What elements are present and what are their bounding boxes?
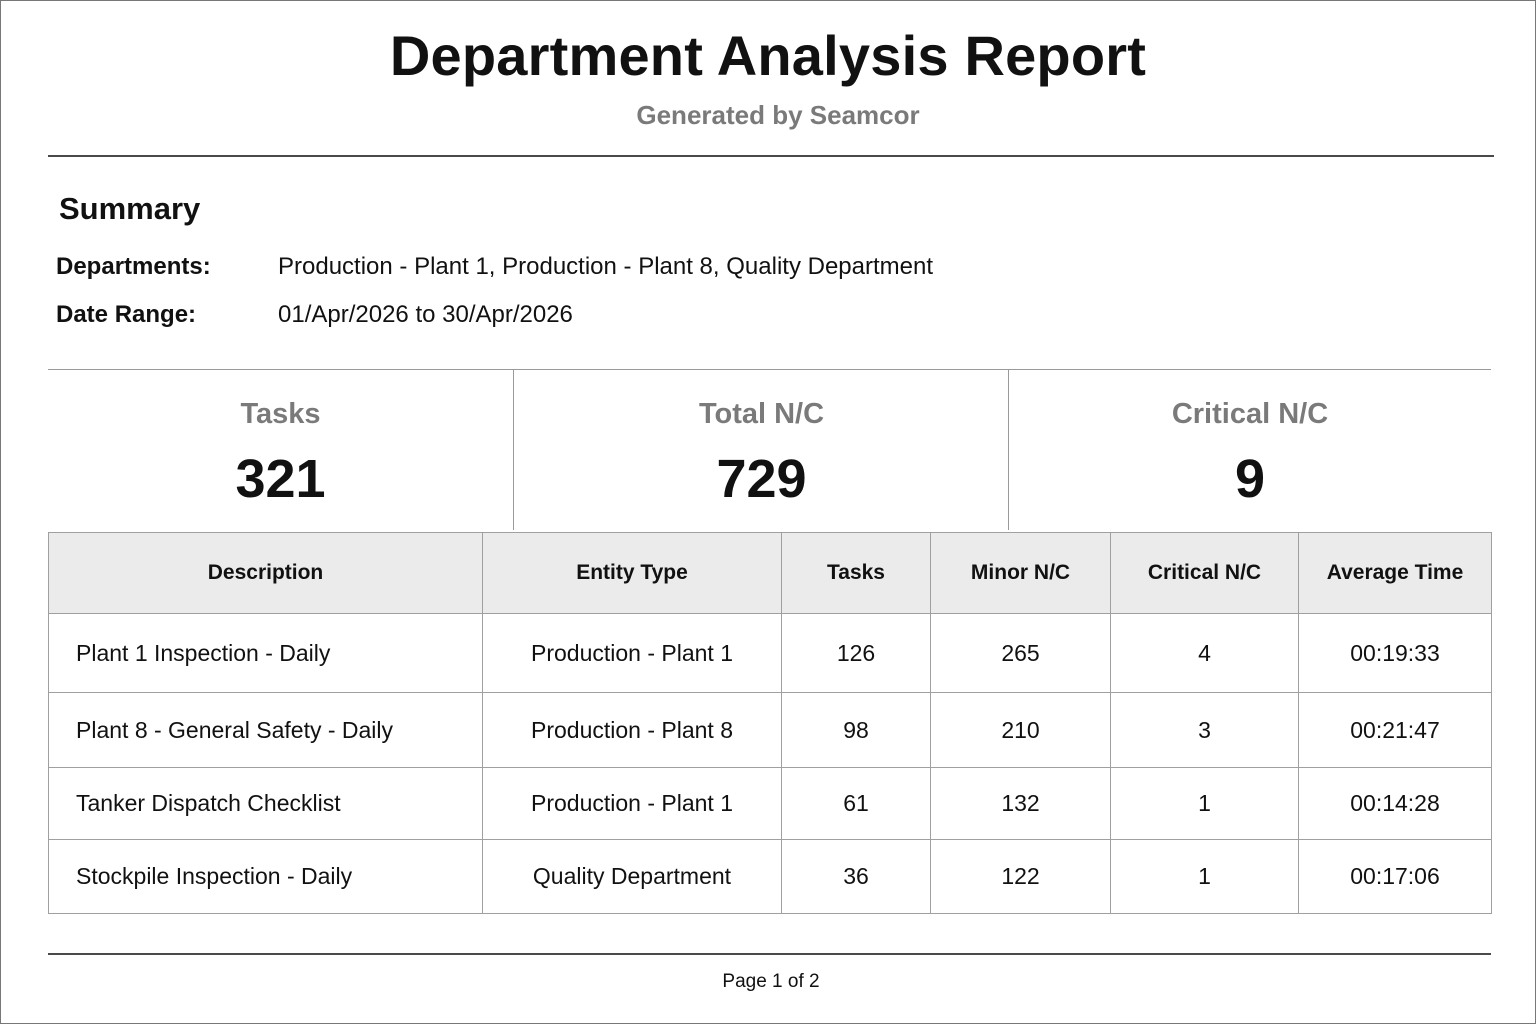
table-header-row: Description Entity Type Tasks Minor N/C … [48, 532, 1492, 614]
cell-description: Tanker Dispatch Checklist [48, 767, 483, 840]
cell-minor-nc: 210 [930, 692, 1111, 768]
cell-description: Plant 1 Inspection - Daily [48, 613, 483, 693]
table-row: Stockpile Inspection - Daily Quality Dep… [48, 839, 1492, 914]
table-row: Tanker Dispatch Checklist Production - P… [48, 767, 1492, 840]
cell-minor-nc: 132 [930, 767, 1111, 840]
departments-value: Production - Plant 1, Production - Plant… [278, 253, 933, 280]
column-header-tasks: Tasks [781, 532, 931, 614]
stat-total-nc: Total N/C 729 [513, 370, 1009, 530]
column-header-entity-type: Entity Type [482, 532, 782, 614]
page-number: Page 1 of 2 [722, 971, 820, 992]
stat-label: Tasks [240, 398, 321, 430]
column-header-description: Description [48, 532, 483, 614]
header-divider [48, 155, 1494, 157]
cell-entity-type: Production - Plant 1 [482, 613, 782, 693]
stat-value: 321 [235, 449, 326, 509]
cell-minor-nc: 265 [930, 613, 1111, 693]
cell-average-time: 00:14:28 [1298, 767, 1492, 840]
cell-critical-nc: 1 [1110, 767, 1299, 840]
column-header-average-time: Average Time [1298, 532, 1492, 614]
table-row: Plant 8 - General Safety - Daily Product… [48, 692, 1492, 768]
date-range-value: 01/Apr/2026 to 30/Apr/2026 [278, 301, 573, 328]
cell-average-time: 00:17:06 [1298, 839, 1492, 914]
cell-critical-nc: 3 [1110, 692, 1299, 768]
summary-heading: Summary [59, 191, 201, 226]
stat-value: 729 [716, 449, 807, 509]
departments-label: Departments: [56, 253, 211, 280]
cell-tasks: 98 [781, 692, 931, 768]
footer-divider [48, 953, 1491, 955]
cell-tasks: 61 [781, 767, 931, 840]
cell-description: Plant 8 - General Safety - Daily [48, 692, 483, 768]
stat-label: Critical N/C [1171, 398, 1329, 430]
cell-minor-nc: 122 [930, 839, 1111, 914]
column-header-minor-nc: Minor N/C [930, 532, 1111, 614]
stat-value: 9 [1234, 449, 1266, 509]
report-subtitle: Generated by Seamcor [636, 100, 920, 130]
date-range-label: Date Range: [56, 301, 197, 328]
cell-critical-nc: 1 [1110, 839, 1299, 914]
cell-entity-type: Production - Plant 1 [482, 767, 782, 840]
cell-critical-nc: 4 [1110, 613, 1299, 693]
cell-tasks: 36 [781, 839, 931, 914]
report-title: Department Analysis Report [389, 24, 1147, 87]
cell-average-time: 00:19:33 [1298, 613, 1492, 693]
analysis-table: Description Entity Type Tasks Minor N/C … [48, 532, 1492, 914]
cell-tasks: 126 [781, 613, 931, 693]
cell-average-time: 00:21:47 [1298, 692, 1492, 768]
cell-entity-type: Quality Department [482, 839, 782, 914]
stat-label: Total N/C [698, 398, 825, 430]
cell-entity-type: Production - Plant 8 [482, 692, 782, 768]
cell-description: Stockpile Inspection - Daily [48, 839, 483, 914]
stats-panel: Tasks 321 Total N/C 729 Critical N/C 9 [48, 369, 1491, 530]
column-header-critical-nc: Critical N/C [1110, 532, 1299, 614]
table-row: Plant 1 Inspection - Daily Production - … [48, 613, 1492, 693]
stat-critical-nc: Critical N/C 9 [1008, 370, 1491, 530]
stat-tasks: Tasks 321 [48, 370, 513, 530]
